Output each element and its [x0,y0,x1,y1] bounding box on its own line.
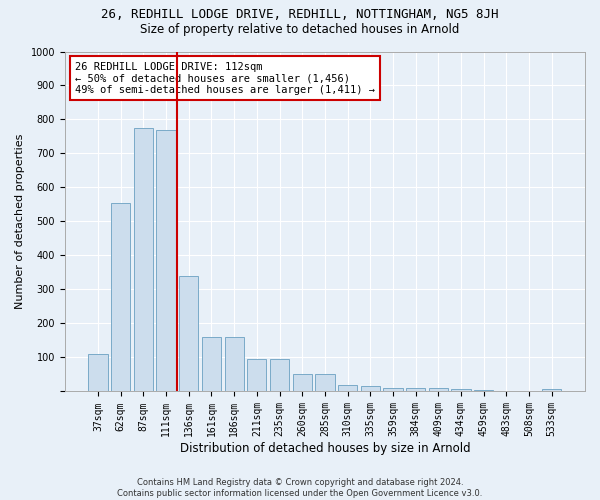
Bar [224,337,244,392]
Bar [247,359,266,392]
Bar [202,337,221,392]
Bar [270,359,289,392]
Bar [157,130,176,392]
Bar [293,374,312,392]
Bar [338,384,357,392]
Text: Contains HM Land Registry data © Crown copyright and database right 2024.
Contai: Contains HM Land Registry data © Crown c… [118,478,482,498]
Bar [361,386,380,392]
Bar [451,389,470,392]
Text: Size of property relative to detached houses in Arnold: Size of property relative to detached ho… [140,22,460,36]
Y-axis label: Number of detached properties: Number of detached properties [15,134,25,309]
Text: 26, REDHILL LODGE DRIVE, REDHILL, NOTTINGHAM, NG5 8JH: 26, REDHILL LODGE DRIVE, REDHILL, NOTTIN… [101,8,499,20]
Bar [111,203,130,392]
Bar [315,374,335,392]
Bar [542,389,562,392]
Bar [134,128,153,392]
Bar [428,388,448,392]
Bar [474,390,493,392]
Text: 26 REDHILL LODGE DRIVE: 112sqm
← 50% of detached houses are smaller (1,456)
49% : 26 REDHILL LODGE DRIVE: 112sqm ← 50% of … [75,62,375,95]
Bar [383,388,403,392]
Bar [88,354,108,392]
Bar [406,388,425,392]
X-axis label: Distribution of detached houses by size in Arnold: Distribution of detached houses by size … [179,442,470,455]
Bar [179,276,199,392]
